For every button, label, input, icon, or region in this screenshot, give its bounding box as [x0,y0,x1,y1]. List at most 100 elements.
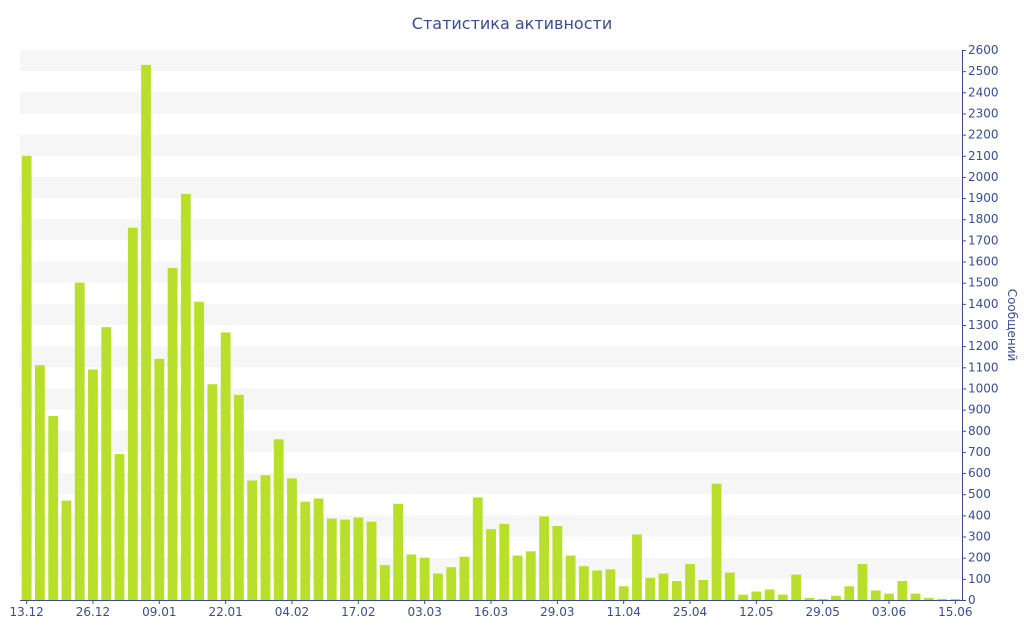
bar [618,586,629,600]
grid-band [20,50,962,72]
grid-band [20,92,962,114]
bar [565,555,576,600]
x-tick-label: 03.06 [872,605,906,619]
bar [419,557,430,600]
y-tick-label: 300 [968,530,991,544]
bar [645,577,656,600]
bar [671,580,682,600]
bar [685,564,695,600]
bar [486,529,496,600]
x-tick-label: 17.02 [341,605,375,619]
bar [539,516,549,600]
x-tick-label: 25.04 [673,605,707,619]
bar [353,517,364,600]
bar [499,523,510,600]
bars-group [21,64,961,601]
y-tick-label: 2500 [968,64,999,78]
bar [433,573,443,600]
x-tick-label: 04.02 [275,605,309,619]
y-tick-label: 1000 [968,381,999,395]
bar [406,554,417,600]
x-tick-label: 12.05 [739,605,773,619]
bar [552,525,563,600]
bar [393,503,404,600]
grid-band [20,134,962,156]
bar [937,598,948,600]
y-tick-label: 800 [968,424,991,438]
y-tick-label: 1400 [968,297,999,311]
bar [21,155,32,600]
bar [180,193,191,600]
x-tick-label: 09.01 [142,605,176,619]
y-tick-label: 700 [968,445,991,459]
bar [366,521,377,600]
x-tick-label: 16.03 [474,605,508,619]
y-tick-label: 1900 [968,191,999,205]
y-tick-label: 2400 [968,85,999,99]
bar [777,594,788,600]
y-tick-label: 600 [968,466,991,480]
y-tick-label: 100 [968,572,991,586]
grid-bands [20,50,962,579]
x-tick-label: 13.12 [9,605,43,619]
bar [127,227,138,600]
bar [194,301,205,600]
bar [287,478,297,600]
bar [234,394,244,600]
y-tick-label: 400 [968,508,991,522]
y-tick-label: 2300 [968,106,999,120]
chart-title: Статистика активности [411,14,613,33]
x-tick-label: 26.12 [76,605,110,619]
bar [340,519,350,600]
y-tick-label: 1300 [968,318,999,332]
y-tick-label: 900 [968,403,991,417]
bar [88,369,98,600]
bar [910,593,921,600]
bar [658,573,669,600]
bar [34,365,45,600]
bar [61,500,72,600]
y-tick-label: 200 [968,551,991,565]
bar [831,595,841,600]
bar [764,589,775,600]
bar [711,483,722,600]
grid-band [20,261,962,283]
x-tick-label: 29.03 [540,605,574,619]
bar [751,591,762,600]
bar [870,590,881,600]
bar [817,598,828,600]
bar [897,580,908,600]
bar [950,598,961,600]
y-tick-label: 2200 [968,128,999,142]
y-tick-label: 1100 [968,360,999,374]
bar [167,267,178,600]
y-axis-title: Сообщений [1005,289,1019,362]
bar [884,593,894,600]
bar [804,597,815,600]
bar [300,501,311,600]
bar [247,480,258,600]
y-tick-label: 2600 [968,43,999,57]
x-tick-label: 03.03 [407,605,441,619]
y-tick-label: 1800 [968,212,999,226]
bar [220,332,231,600]
bar [923,597,934,600]
bar [857,564,868,600]
x-tick-label: 11.04 [606,605,640,619]
bar [207,384,218,600]
bar [724,572,735,600]
bar [48,415,59,600]
bar [605,569,616,600]
y-tick-label: 2000 [968,170,999,184]
y-tick-label: 1500 [968,276,999,290]
bar [141,64,151,601]
bar [578,566,589,600]
bar [791,574,802,600]
x-tick-label: 22.01 [208,605,242,619]
bar [273,439,284,600]
y-tick-label: 1600 [968,255,999,269]
bar [512,555,523,600]
bar [101,327,112,600]
y-tick-label: 1700 [968,233,999,247]
